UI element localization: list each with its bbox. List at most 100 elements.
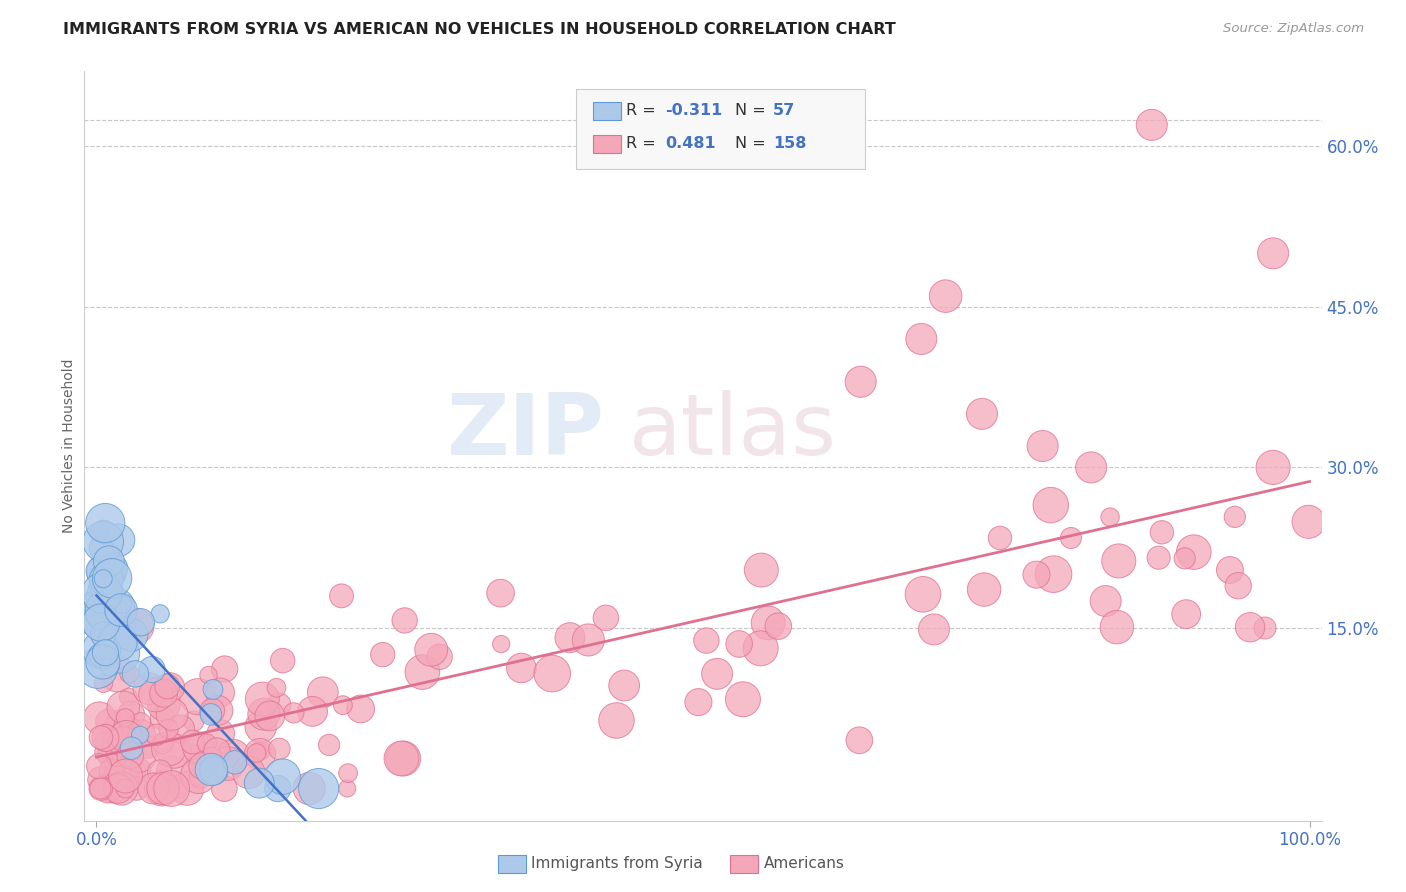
Text: -0.311: -0.311 xyxy=(665,103,723,118)
Point xyxy=(120,764,142,779)
Point xyxy=(728,637,751,651)
Point xyxy=(107,635,129,649)
Point xyxy=(91,586,114,600)
Point xyxy=(96,572,118,586)
Text: N =: N = xyxy=(735,103,766,118)
Point xyxy=(253,707,276,722)
Text: ZIP: ZIP xyxy=(446,390,605,473)
Point xyxy=(159,680,181,694)
Point xyxy=(1042,567,1064,582)
Point xyxy=(89,564,111,578)
Point xyxy=(1032,439,1054,453)
Point xyxy=(110,770,132,784)
Point xyxy=(973,582,995,597)
Point xyxy=(849,375,872,389)
Point xyxy=(756,615,779,630)
Text: 158: 158 xyxy=(773,136,807,151)
Point xyxy=(1298,515,1320,529)
Point xyxy=(96,565,118,579)
Point xyxy=(911,587,934,601)
Point xyxy=(152,736,174,750)
Point xyxy=(271,654,294,668)
Point xyxy=(93,676,115,690)
Point xyxy=(731,692,754,706)
Point xyxy=(94,648,117,662)
Point xyxy=(271,770,294,784)
Point xyxy=(209,726,232,740)
Point xyxy=(1223,509,1246,524)
Point xyxy=(94,573,117,587)
Point xyxy=(187,768,209,782)
Point xyxy=(157,722,180,736)
Point xyxy=(89,608,111,623)
Point xyxy=(120,748,142,763)
Point xyxy=(330,589,353,603)
Point xyxy=(200,707,222,722)
Point xyxy=(114,781,136,796)
Point xyxy=(89,648,111,662)
Point xyxy=(392,751,415,765)
Point xyxy=(187,690,209,704)
Text: Immigrants from Syria: Immigrants from Syria xyxy=(531,856,703,871)
Point xyxy=(90,541,112,556)
Point xyxy=(207,703,229,717)
Point xyxy=(93,524,115,539)
Point xyxy=(613,679,636,693)
Point xyxy=(283,706,305,720)
Point xyxy=(1227,579,1250,593)
Point xyxy=(187,740,209,755)
Point xyxy=(910,332,932,346)
Point xyxy=(145,688,167,702)
Point xyxy=(1025,567,1047,582)
Point xyxy=(150,711,173,725)
Point xyxy=(308,781,330,796)
Point xyxy=(128,748,150,763)
Point xyxy=(90,781,112,796)
Point xyxy=(176,781,198,796)
Point xyxy=(91,655,114,669)
Point xyxy=(183,714,205,729)
Point xyxy=(169,722,191,736)
Text: N =: N = xyxy=(735,136,766,151)
Point xyxy=(1150,525,1173,540)
Point xyxy=(605,714,627,728)
Point xyxy=(87,759,110,773)
Point xyxy=(298,781,321,796)
Point xyxy=(96,604,118,618)
Point xyxy=(205,744,228,758)
Point xyxy=(695,633,717,648)
Point xyxy=(371,648,394,662)
Point xyxy=(768,619,790,633)
Point xyxy=(245,746,267,760)
Point xyxy=(394,614,416,628)
Point xyxy=(1147,550,1170,565)
Point xyxy=(104,606,127,620)
Point xyxy=(114,769,136,783)
Point xyxy=(101,719,124,733)
Point xyxy=(107,533,129,548)
Point xyxy=(89,711,111,725)
Point xyxy=(125,781,148,796)
Point xyxy=(1039,498,1062,512)
Point xyxy=(117,690,139,704)
Point xyxy=(163,744,186,758)
Point xyxy=(420,642,443,657)
Point xyxy=(112,734,135,748)
Point xyxy=(86,581,108,595)
Point xyxy=(91,572,114,586)
Point xyxy=(97,781,120,796)
Point xyxy=(112,700,135,714)
Point xyxy=(149,765,172,780)
Point xyxy=(200,763,222,777)
Point xyxy=(1174,551,1197,566)
Point xyxy=(166,781,188,796)
Point xyxy=(101,561,124,575)
Point xyxy=(1060,531,1083,545)
Point xyxy=(152,686,174,700)
Point xyxy=(104,732,127,747)
Point xyxy=(114,710,136,724)
Point xyxy=(108,647,131,661)
Point xyxy=(576,632,599,647)
Point xyxy=(97,714,120,729)
Point xyxy=(1099,510,1122,524)
